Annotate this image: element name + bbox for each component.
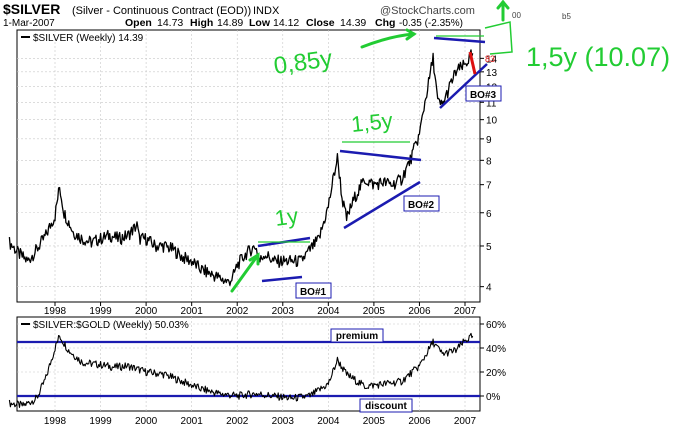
price-tick-label: 7 <box>486 181 492 192</box>
price-tick-label: 4 <box>486 283 492 294</box>
green-arrows <box>230 0 510 293</box>
price-panel-grid <box>17 30 480 302</box>
chg-value: -0.35 (-2.35%) <box>399 18 463 29</box>
low-value: 14.12 <box>273 17 299 29</box>
annotation-1-5y-target: 1,5y (10.07) <box>526 42 670 72</box>
price-tick-label: 11 <box>486 98 497 109</box>
bo2-text: BO#2 <box>408 200 435 211</box>
projection-box <box>484 21 513 55</box>
ref-label-discount: discount <box>365 401 407 412</box>
ratio-tick-label: 60% <box>486 320 506 331</box>
trendline-3-bottom <box>439 63 488 109</box>
price-xtick-label: 2006 <box>408 306 431 317</box>
up-arrow-head <box>496 0 510 10</box>
silver-price-line <box>8 49 474 287</box>
trendline-2-top <box>339 149 422 162</box>
ratio-tick-label: 40% <box>486 344 506 355</box>
ratio-xtick-label: 2003 <box>272 416 295 427</box>
trendline-3-top <box>433 36 486 44</box>
close-label: Close <box>306 17 335 29</box>
bo3-text: BO#3 <box>470 90 497 101</box>
rally-arrow-1-head <box>248 252 260 266</box>
exchange-label: INDX <box>253 5 280 17</box>
ref-label-premium: premium <box>336 331 378 342</box>
open-label: Open <box>125 17 152 29</box>
chart-description: (Silver - Continuous Contract (EOD)) <box>72 5 251 17</box>
open-value: 14.73 <box>157 17 183 29</box>
ratio-xtick-label: 2007 <box>454 416 477 427</box>
close-value: 14.39 <box>340 17 366 29</box>
ratio-xtick-label: 2006 <box>408 416 431 427</box>
price-tick-label: 13 <box>486 68 498 79</box>
rally-arrow-1 <box>230 253 260 293</box>
annotation-1y: 1y <box>273 203 300 231</box>
callout-arrow <box>360 32 416 49</box>
high-label: High <box>190 17 213 29</box>
ratio-reference-lines: premium discount <box>17 328 480 413</box>
breakout-label-3: BO#3 <box>465 85 502 102</box>
measuring-lines <box>258 35 484 243</box>
price-xtick-label: 2005 <box>363 306 386 317</box>
ratio-legend: $SILVER:$GOLD (Weekly) 50.03% <box>33 320 189 331</box>
ratio-xtick-label: 2000 <box>135 416 158 427</box>
low-label: Low <box>249 17 271 29</box>
price-xtick-label: 2001 <box>181 306 204 317</box>
price-tick-label: 9 <box>486 135 492 146</box>
high-value: 14.89 <box>217 17 243 29</box>
ref-label-box-premium <box>330 328 384 343</box>
price-xtick-label: 2007 <box>454 306 477 317</box>
price-legend: $SILVER (Weekly) 14.39 <box>33 33 144 44</box>
ratio-xtick-label: 2005 <box>363 416 386 427</box>
price-xtick-label: 1998 <box>44 306 67 317</box>
trendline-1-bottom <box>261 275 303 283</box>
price-time-axis-ticks: 1998 1999 2000 2001 2002 2003 2004 2005 2006 2007 <box>44 302 477 317</box>
annotation-1-5y: 1,5y <box>350 108 394 137</box>
price-xtick-label: 1999 <box>89 306 112 317</box>
price-xtick-label: 2003 <box>272 306 295 317</box>
ratio-time-axis-ticks: 1998 1999 2000 2001 2002 2003 2004 2005 2006 2007 <box>44 416 477 427</box>
ratio-tick-label: 0% <box>486 392 501 403</box>
annotation-83: 83 <box>485 54 495 64</box>
price-tick-label: 5 <box>486 242 492 253</box>
ref-label-box-discount <box>359 398 413 413</box>
ratio-xtick-label: 1999 <box>89 416 112 427</box>
silver-gold-ratio-line <box>8 332 474 408</box>
price-tick-label: 10 <box>486 116 498 127</box>
annotation-b5: b5 <box>562 12 571 21</box>
chart-date: 1-Mar-2007 <box>3 18 55 29</box>
callout-arrow-head <box>405 28 417 41</box>
price-tick-label: 8 <box>486 156 492 167</box>
trendline-2-bottom <box>343 180 421 230</box>
ratio-xtick-label: 1998 <box>44 416 67 427</box>
bo1-text: BO#1 <box>300 287 327 298</box>
price-tick-label: 6 <box>486 209 492 220</box>
ratio-xtick-label: 2002 <box>226 416 249 427</box>
price-xtick-label: 2000 <box>135 306 158 317</box>
red-marker <box>468 51 477 75</box>
price-xtick-label: 2002 <box>226 306 249 317</box>
chg-label: Chg <box>375 17 395 29</box>
price-panel-frame <box>16 29 481 303</box>
ratio-xtick-label: 2001 <box>181 416 204 427</box>
breakout-label-2: BO#2 <box>403 195 440 212</box>
stockcharts-watermark: @StockCharts.com <box>380 5 475 17</box>
price-xtick-label: 2004 <box>317 306 340 317</box>
chart-symbol: $SILVER <box>3 1 60 17</box>
ratio-axis-ticks: 0% 20% 40% 60% <box>480 320 506 403</box>
price-tick-label: 14 <box>486 54 498 65</box>
breakout-label-1: BO#1 <box>295 282 332 299</box>
annotation-00: 00 <box>512 11 521 20</box>
ratio-tick-label: 20% <box>486 368 506 379</box>
ratio-xtick-label: 2004 <box>317 416 340 427</box>
